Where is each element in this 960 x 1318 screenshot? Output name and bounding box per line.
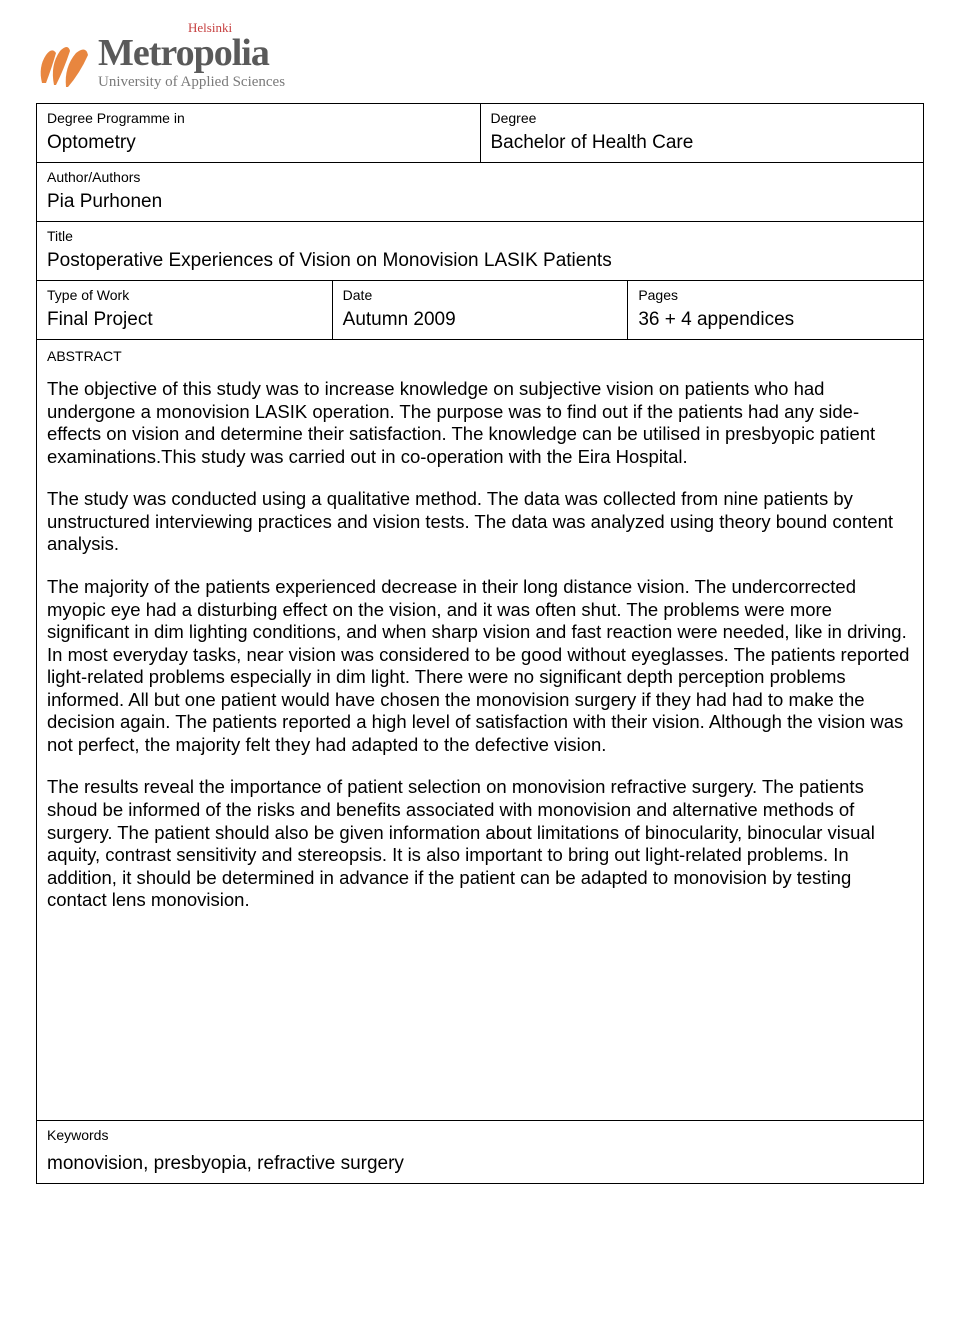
logo-subtitle: University of Applied Sciences (98, 74, 285, 91)
logo-mark-icon (36, 43, 94, 91)
degree-programme-label: Degree Programme in (47, 110, 470, 126)
abstract-paragraph: The majority of the patients experienced… (47, 576, 913, 757)
author-label: Author/Authors (47, 169, 913, 185)
pages-label: Pages (638, 287, 913, 303)
degree-programme-value: Optometry (47, 132, 470, 154)
abstract-paragraph: The results reveal the importance of pat… (47, 776, 913, 911)
abstract-paragraph: The objective of this study was to incre… (47, 378, 913, 468)
date-label: Date (343, 287, 618, 303)
metadata-table-2: Type of Work Final Project Date Autumn 2… (36, 281, 924, 1184)
logo-top-row: Metropolia University of Applied Science… (36, 34, 924, 91)
document-page: Helsinki Metropolia University of Applie… (0, 0, 960, 1224)
abstract-paragraph: The study was conducted using a qualitat… (47, 488, 913, 556)
degree-label: Degree (491, 110, 914, 126)
pages-value: 36 + 4 appendices (638, 309, 913, 331)
keywords-label: Keywords (47, 1127, 913, 1143)
title-value: Postoperative Experiences of Vision on M… (47, 250, 913, 272)
abstract-body: The objective of this study was to incre… (47, 378, 913, 912)
logo-text-block: Metropolia University of Applied Science… (98, 34, 285, 91)
keywords-value: monovision, presbyopia, refractive surge… (47, 1153, 913, 1175)
logo-name: Metropolia (98, 34, 285, 72)
author-value: Pia Purhonen (47, 191, 913, 213)
type-value: Final Project (47, 309, 322, 331)
type-label: Type of Work (47, 287, 322, 303)
date-value: Autumn 2009 (343, 309, 618, 331)
logo-block: Helsinki Metropolia University of Applie… (36, 20, 924, 91)
abstract-label: ABSTRACT (47, 348, 913, 364)
degree-value: Bachelor of Health Care (491, 132, 914, 154)
title-label: Title (47, 228, 913, 244)
metadata-table: Degree Programme in Optometry Degree Bac… (36, 103, 924, 281)
